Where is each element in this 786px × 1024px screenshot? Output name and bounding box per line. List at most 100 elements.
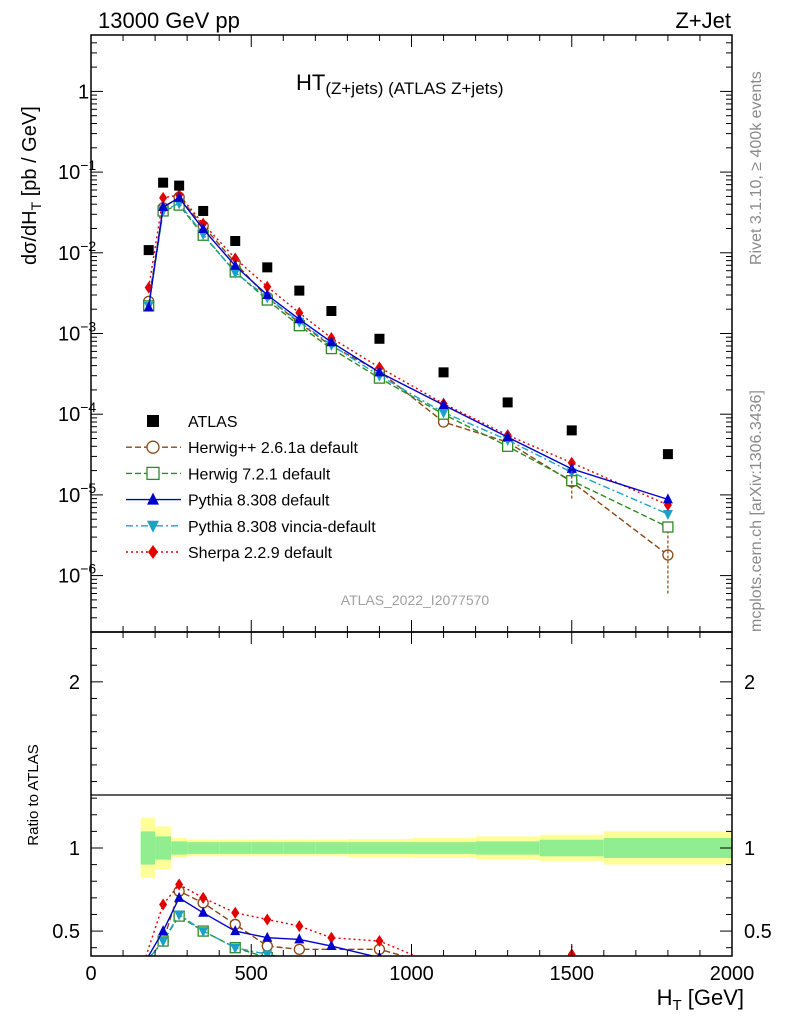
point-atlas: [174, 180, 185, 191]
point-herwig7: [662, 521, 674, 533]
x-tick-label: 500: [235, 963, 268, 985]
legend-marker-vincia: [147, 520, 159, 533]
point-atlas: [198, 205, 209, 216]
ratio-series: [145, 878, 576, 956]
point-pythia: [662, 493, 673, 504]
point-vincia: [230, 268, 241, 279]
point-pythia: [438, 399, 449, 410]
legend-label-sherpa: Sherpa 2.2.9 default: [188, 545, 333, 562]
legend-marker-pythia: [147, 492, 159, 505]
top-y-tick-exp: −5: [80, 480, 96, 496]
top-y-tick-label: 10−3: [58, 319, 96, 346]
band-inner-bin: [219, 842, 252, 854]
band-inner-bin: [475, 841, 540, 855]
ratio-point-sherpa: [159, 898, 168, 911]
point-sherpa: [159, 191, 168, 204]
plot-title-rest: (ATLAS Z+jets): [383, 79, 503, 98]
top-y-tick-base: 10: [58, 162, 80, 184]
point-pythia: [143, 301, 154, 312]
point-atlas: [662, 449, 673, 460]
top-y-tick-label: 10−2: [58, 238, 96, 265]
top-y-tick-exp: −4: [80, 399, 96, 415]
ratio-point-herwigpp: [261, 940, 273, 952]
point-herwigpp: [662, 549, 674, 561]
point-atlas: [502, 397, 513, 408]
point-pythia: [174, 191, 185, 202]
top-y-tick-base: 10: [58, 243, 80, 265]
header-energy: 13000 GeV pp: [98, 8, 240, 33]
band-inner-bin: [155, 836, 172, 860]
point-sherpa: [295, 306, 304, 319]
top-y-axis-label: dσ/dHT [pb / GeV]: [19, 106, 44, 265]
ratio-point-sherpa: [327, 931, 336, 944]
point-pythia: [502, 431, 513, 442]
top-y-tick-base: 10: [58, 566, 80, 588]
top-y-label-main: dσ/dH: [19, 210, 41, 265]
ratio-point-pythia: [158, 925, 169, 936]
legend-label-vincia: Pythia 8.308 vincia-default: [188, 519, 376, 536]
point-vincia: [662, 509, 673, 520]
ratio-point-sherpa: [263, 913, 272, 926]
ratio-point-pythia: [174, 891, 185, 902]
ratio-point-sherpa: [199, 891, 208, 904]
top-y-ticks: 10−610−510−410−310−210−11: [58, 34, 732, 633]
top-y-tick-exp: −1: [80, 157, 96, 173]
ratio-point-vincia: [262, 950, 273, 956]
legend-marker-atlas: [147, 415, 159, 427]
top-y-tick-label: 10−4: [58, 399, 96, 426]
x-label-unit: [GeV]: [682, 985, 744, 1010]
bottom-x-ticks: 0 500 1000 1500 2000: [85, 632, 754, 985]
series-line-sherpa: [147, 194, 669, 506]
band-inner-bin: [171, 841, 188, 855]
point-atlas: [294, 285, 305, 296]
top-y-label-unit: [pb / GeV]: [19, 106, 41, 202]
point-pythia: [326, 336, 337, 347]
legend: ATLAS Herwig++ 2.6.1a default Herwig 7.2.1…: [126, 414, 376, 562]
point-atlas: [230, 236, 241, 247]
top-x-ticks: [90, 35, 733, 632]
point-sherpa: [567, 456, 576, 469]
ratio-point-pythia: [294, 933, 305, 944]
point-pythia: [374, 366, 385, 377]
top-y-tick-base: 10: [58, 485, 80, 507]
legend-label-atlas: ATLAS: [188, 414, 238, 431]
ratio-point-pythia: [198, 906, 209, 917]
rivet-label: Rivet 3.1.10, ≥ 400k events: [748, 71, 765, 265]
point-atlas: [262, 262, 273, 273]
band-inner-bin: [411, 842, 476, 854]
ratio-point-pythia: [262, 931, 273, 942]
legend-label-herwig7: Herwig 7.2.1 default: [188, 466, 331, 483]
point-sherpa: [263, 280, 272, 293]
analysis-id: ATLAS_2022_I2077570: [341, 592, 490, 608]
ratio-point-pythia: [230, 925, 241, 936]
x-tick-label: 2000: [710, 963, 755, 985]
top-y-tick-label: 10−6: [58, 561, 96, 588]
top-y-tick-base: 10: [58, 404, 80, 426]
x-tick-label: 0: [85, 963, 96, 985]
top-series: [143, 177, 674, 594]
point-sherpa: [231, 252, 240, 265]
x-tick-label: 1000: [389, 963, 434, 985]
ratio-line-pythia: [147, 896, 376, 956]
bottom-y-tick-label-right: 1: [744, 838, 755, 860]
bottom-frame: [90, 631, 733, 957]
ratio-line-sherpa: [145, 883, 418, 956]
bottom-y-tick-label: 0.5: [52, 921, 80, 943]
point-pythia: [198, 223, 209, 234]
legend-marker-sherpa: [148, 545, 158, 559]
ratio-point-sherpa: [375, 935, 384, 948]
band-inner-bin: [603, 838, 732, 858]
ratio-point-vincia: [198, 927, 209, 938]
band-inner-bin: [187, 842, 220, 854]
ratio-point-pythia: [326, 940, 337, 951]
legend-label-pythia: Pythia 8.308 default: [188, 493, 330, 510]
point-pythia: [230, 259, 241, 270]
top-y-tick-base: 10: [58, 324, 80, 346]
point-pythia: [294, 313, 305, 324]
bottom-y-tick-label-right: 0.5: [744, 921, 772, 943]
point-atlas: [158, 177, 169, 188]
bottom-y-axis-label: Ratio to ATLAS: [25, 744, 42, 845]
point-atlas: [326, 306, 337, 317]
top-y-tick-base: 1: [78, 81, 89, 103]
top-y-tick-label: 10−1: [58, 157, 96, 184]
